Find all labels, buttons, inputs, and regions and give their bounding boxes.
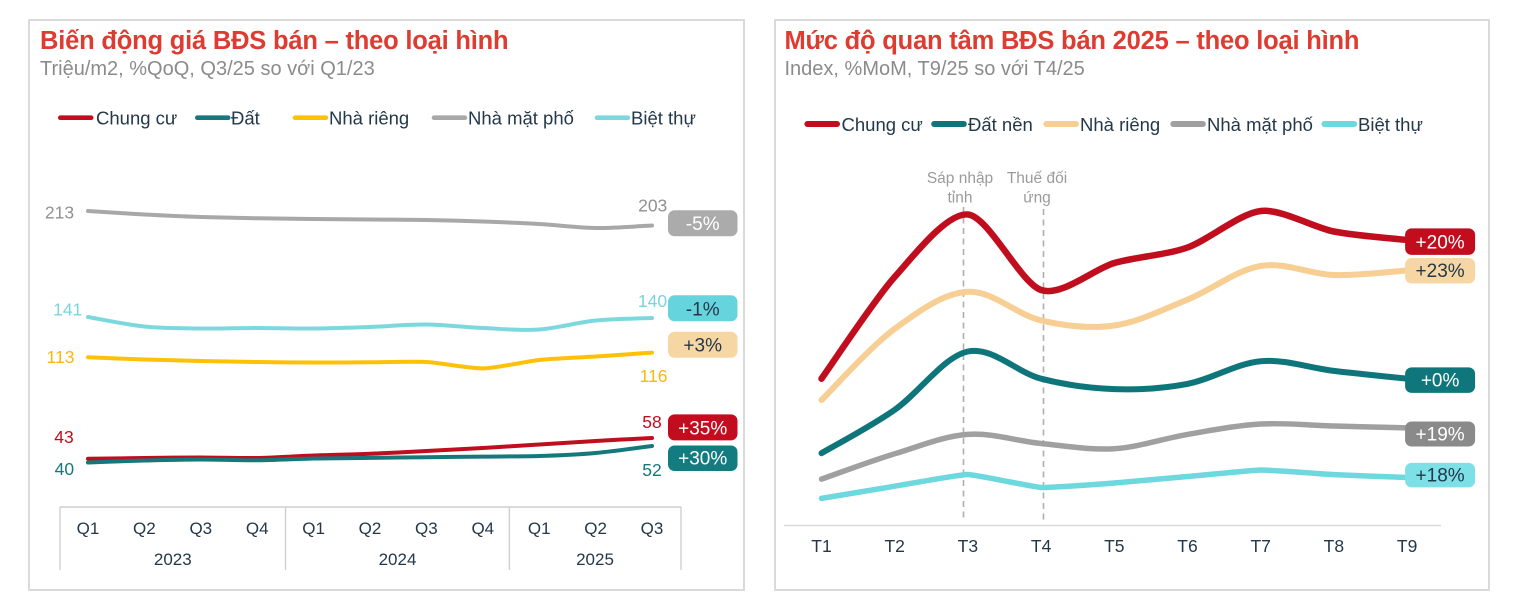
svg-text:+18%: +18% <box>1416 466 1465 487</box>
svg-text:Q3: Q3 <box>641 519 664 538</box>
svg-text:T2: T2 <box>884 536 904 556</box>
svg-text:Sáp nhập: Sáp nhập <box>927 170 993 187</box>
svg-text:40: 40 <box>55 459 75 479</box>
svg-text:Thuế đối: Thuế đối <box>1007 170 1067 187</box>
svg-text:+19%: +19% <box>1416 424 1465 445</box>
svg-text:116: 116 <box>640 366 668 386</box>
svg-text:2024: 2024 <box>379 550 417 569</box>
svg-text:Q1: Q1 <box>302 519 325 538</box>
svg-text:T9: T9 <box>1397 536 1417 556</box>
svg-text:140: 140 <box>638 291 667 311</box>
svg-text:Q3: Q3 <box>415 519 438 538</box>
svg-text:T4: T4 <box>1031 536 1052 556</box>
svg-text:ứng: ứng <box>1023 189 1051 206</box>
svg-text:+30%: +30% <box>678 449 727 470</box>
svg-text:43: 43 <box>54 427 73 447</box>
svg-text:+23%: +23% <box>1416 261 1465 282</box>
svg-text:213: 213 <box>45 202 74 222</box>
svg-text:2023: 2023 <box>154 550 192 569</box>
svg-text:Q1: Q1 <box>528 519 551 538</box>
svg-text:-5%: -5% <box>686 214 720 235</box>
svg-text:Q2: Q2 <box>133 519 156 538</box>
svg-text:Q3: Q3 <box>189 519 212 538</box>
svg-text:Nhà mặt phố: Nhà mặt phố <box>1207 114 1313 135</box>
svg-text:Nhà mặt phố: Nhà mặt phố <box>468 108 574 129</box>
svg-text:+0%: +0% <box>1421 371 1460 392</box>
svg-text:Nhà riêng: Nhà riêng <box>1080 114 1160 135</box>
svg-text:+3%: +3% <box>683 336 722 357</box>
svg-text:T5: T5 <box>1104 536 1124 556</box>
svg-text:Biệt thự: Biệt thự <box>631 108 696 129</box>
svg-text:T6: T6 <box>1177 536 1197 556</box>
svg-text:Nhà riêng: Nhà riêng <box>329 108 409 129</box>
svg-text:T3: T3 <box>958 536 978 556</box>
svg-text:-1%: -1% <box>686 299 720 320</box>
svg-text:+20%: +20% <box>1416 233 1465 254</box>
svg-text:T7: T7 <box>1250 536 1270 556</box>
svg-text:T1: T1 <box>811 536 831 556</box>
svg-text:52: 52 <box>642 460 661 480</box>
svg-text:Biệt thự: Biệt thự <box>1358 114 1423 135</box>
svg-text:Q4: Q4 <box>246 519 269 538</box>
svg-text:+35%: +35% <box>678 418 727 439</box>
svg-text:203: 203 <box>638 196 667 216</box>
svg-text:Q4: Q4 <box>471 519 494 538</box>
svg-text:58: 58 <box>642 412 661 432</box>
svg-text:Chung cư: Chung cư <box>96 108 177 129</box>
svg-text:Chung cư: Chung cư <box>842 114 923 135</box>
svg-text:T8: T8 <box>1324 536 1344 556</box>
svg-text:Đất: Đất <box>231 108 260 129</box>
svg-text:tỉnh: tỉnh <box>948 189 973 206</box>
svg-text:Q2: Q2 <box>359 519 382 538</box>
svg-text:141: 141 <box>53 299 82 319</box>
svg-text:Q2: Q2 <box>584 519 607 538</box>
svg-text:Q1: Q1 <box>77 519 100 538</box>
svg-text:Đất nền: Đất nền <box>968 114 1033 135</box>
svg-text:113: 113 <box>47 347 75 367</box>
svg-text:2025: 2025 <box>576 550 614 569</box>
